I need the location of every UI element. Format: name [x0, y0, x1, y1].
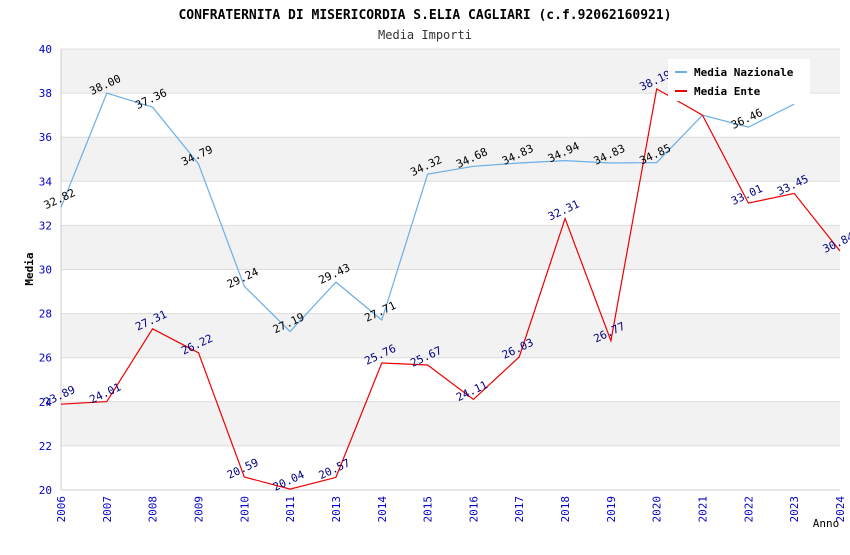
grid-band: [61, 445, 840, 490]
series-line: [60, 87, 841, 490]
y-tick-label: 30: [39, 264, 52, 277]
x-tick-label: 2016: [467, 496, 480, 523]
y-tick-label: 26: [39, 352, 52, 365]
x-tick-label: 2015: [422, 496, 435, 523]
y-tick-label: 24: [39, 396, 53, 409]
y-tick-label: 36: [39, 131, 52, 144]
grid-band: [61, 225, 840, 270]
x-tick-label: 2023: [788, 496, 801, 523]
grid-band: [61, 401, 840, 446]
grid-band: [61, 269, 840, 314]
grid-band: [61, 137, 840, 182]
x-tick-label: 2010: [238, 496, 251, 523]
chart-title: CONFRATERNITA DI MISERICORDIA S.ELIA CAG…: [178, 8, 671, 23]
grid-band: [61, 357, 840, 402]
x-tick-label: 2024: [834, 496, 847, 523]
grid-bands: [61, 48, 840, 491]
x-tick-label: 2011: [284, 496, 297, 523]
x-tick-label: 2006: [55, 496, 68, 523]
chart-subtitle: Media Importi: [378, 28, 472, 42]
y-axis-label: Media: [23, 252, 36, 285]
x-tick-label: 2018: [559, 496, 572, 523]
y-tick-label: 28: [39, 308, 52, 321]
x-tick-label: 2007: [101, 496, 114, 523]
legend: Media Nazionale Media Ente: [668, 59, 810, 101]
x-tick-label: 2014: [376, 496, 389, 523]
x-tick-label: 2013: [330, 496, 343, 523]
x-tick-label: 2017: [513, 496, 526, 523]
y-tick-label: 20: [39, 484, 52, 497]
y-tick-label: 22: [39, 440, 52, 453]
series-lines: [60, 87, 841, 490]
x-tick-label: 2008: [147, 496, 160, 523]
x-axis-label: Anno: [813, 517, 840, 530]
x-tick-label: 2019: [605, 496, 618, 523]
y-ticks: 20 22 24 26 28 30 32 34 36 38 40: [39, 43, 53, 497]
y-tick-label: 38: [39, 87, 52, 100]
axes: [60, 49, 840, 491]
x-tick-label: 2021: [697, 496, 710, 523]
grid-band: [61, 313, 840, 358]
legend-label: Media Ente: [694, 85, 761, 98]
legend-label: Media Nazionale: [694, 66, 794, 79]
x-ticks: 2006 2007 2008 2009 2010 2011 2013 2014 2015 2016…: [55, 496, 847, 523]
grid-band: [61, 181, 840, 226]
y-tick-label: 32: [39, 219, 52, 232]
x-tick-label: 2020: [651, 496, 664, 523]
legend-box: [668, 59, 810, 101]
y-tick-label: 40: [39, 43, 52, 56]
x-tick-label: 2009: [192, 496, 205, 523]
series-line: [60, 92, 795, 333]
y-tick-label: 34: [39, 175, 53, 188]
x-tick-label: 2022: [742, 496, 755, 523]
